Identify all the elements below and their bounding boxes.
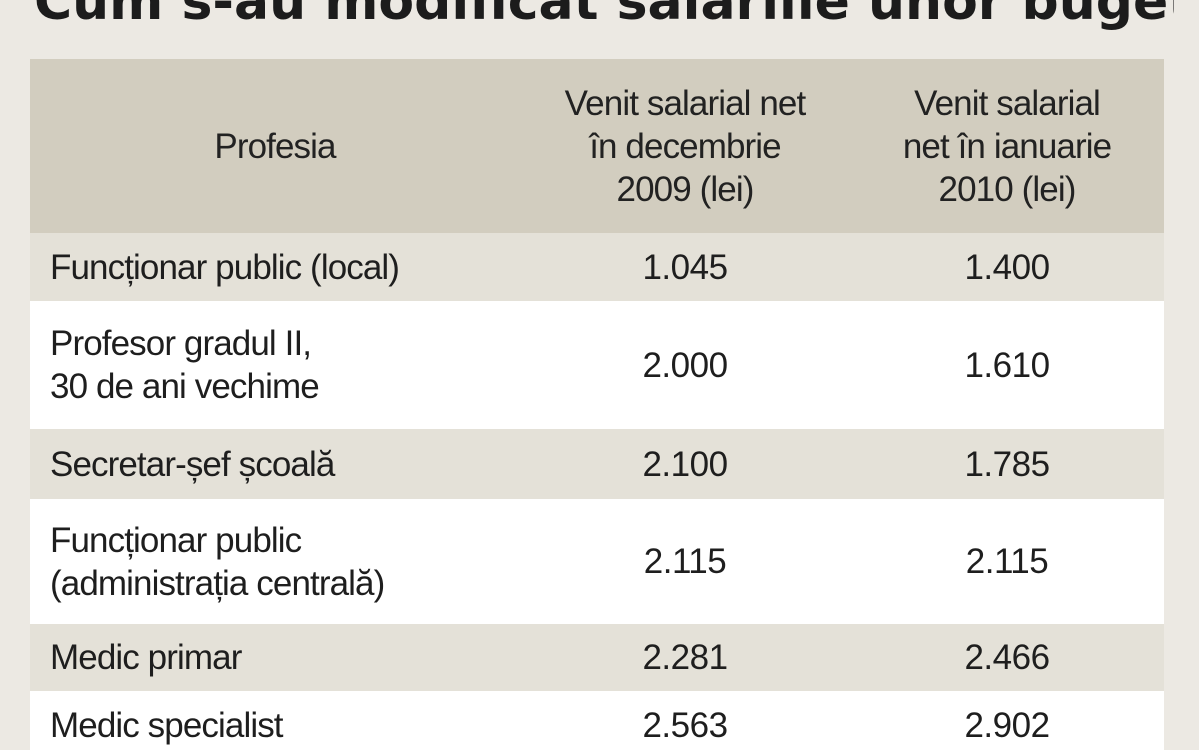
- row-dec-2009: 2.000: [642, 345, 728, 385]
- table-row: Profesor gradul II, 30 de ani vechime 2.…: [30, 301, 1164, 429]
- row-ian-2010: 2.466: [964, 638, 1050, 677]
- row-dec-2009: 2.281: [642, 638, 728, 677]
- row-ian-2010: 2.902: [964, 705, 1050, 745]
- header-ian-2010: Venit salarial net în ianuarie 2010 (lei…: [902, 83, 1112, 209]
- row-ian-2010: 1.400: [964, 247, 1050, 287]
- row-profesia: Medic primar: [50, 638, 242, 677]
- row-dec-2009: 1.045: [642, 247, 728, 287]
- row-profesia: Funcționar public (administrația central…: [50, 520, 385, 603]
- header-profesia: Profesia: [214, 126, 336, 166]
- table-row: Funcționar public (local) 1.045 1.400: [30, 233, 1164, 301]
- header-dec-2009: Venit salarial net în decembrie 2009 (le…: [564, 83, 807, 209]
- table-row: Secretar-șef școală 2.100 1.785: [30, 429, 1164, 499]
- row-dec-2009: 2.115: [643, 542, 727, 581]
- table-header-row: Profesia Venit salarial net în decembrie…: [30, 59, 1164, 233]
- row-ian-2010: 1.610: [964, 345, 1050, 385]
- row-dec-2009: 2.100: [642, 444, 728, 484]
- row-profesia: Funcționar public (local): [50, 247, 400, 287]
- salary-table: Profesia Venit salarial net în decembrie…: [30, 59, 1164, 750]
- row-dec-2009: 2.563: [642, 705, 728, 745]
- row-profesia: Medic specialist: [50, 705, 284, 745]
- row-ian-2010: 1.785: [964, 444, 1050, 484]
- row-profesia: Profesor gradul II, 30 de ani vechime: [50, 324, 320, 406]
- table-row: Funcționar public (administrația central…: [30, 499, 1164, 624]
- table-row: Medic specialist 2.563 2.902: [30, 691, 1164, 750]
- table-row: Medic primar 2.281 2.466: [30, 624, 1164, 691]
- row-ian-2010: 2.115: [965, 542, 1049, 581]
- chart-title: Cum s-au modificat salariile unor bugeta…: [34, 0, 1174, 30]
- row-profesia: Secretar-șef școală: [50, 444, 335, 484]
